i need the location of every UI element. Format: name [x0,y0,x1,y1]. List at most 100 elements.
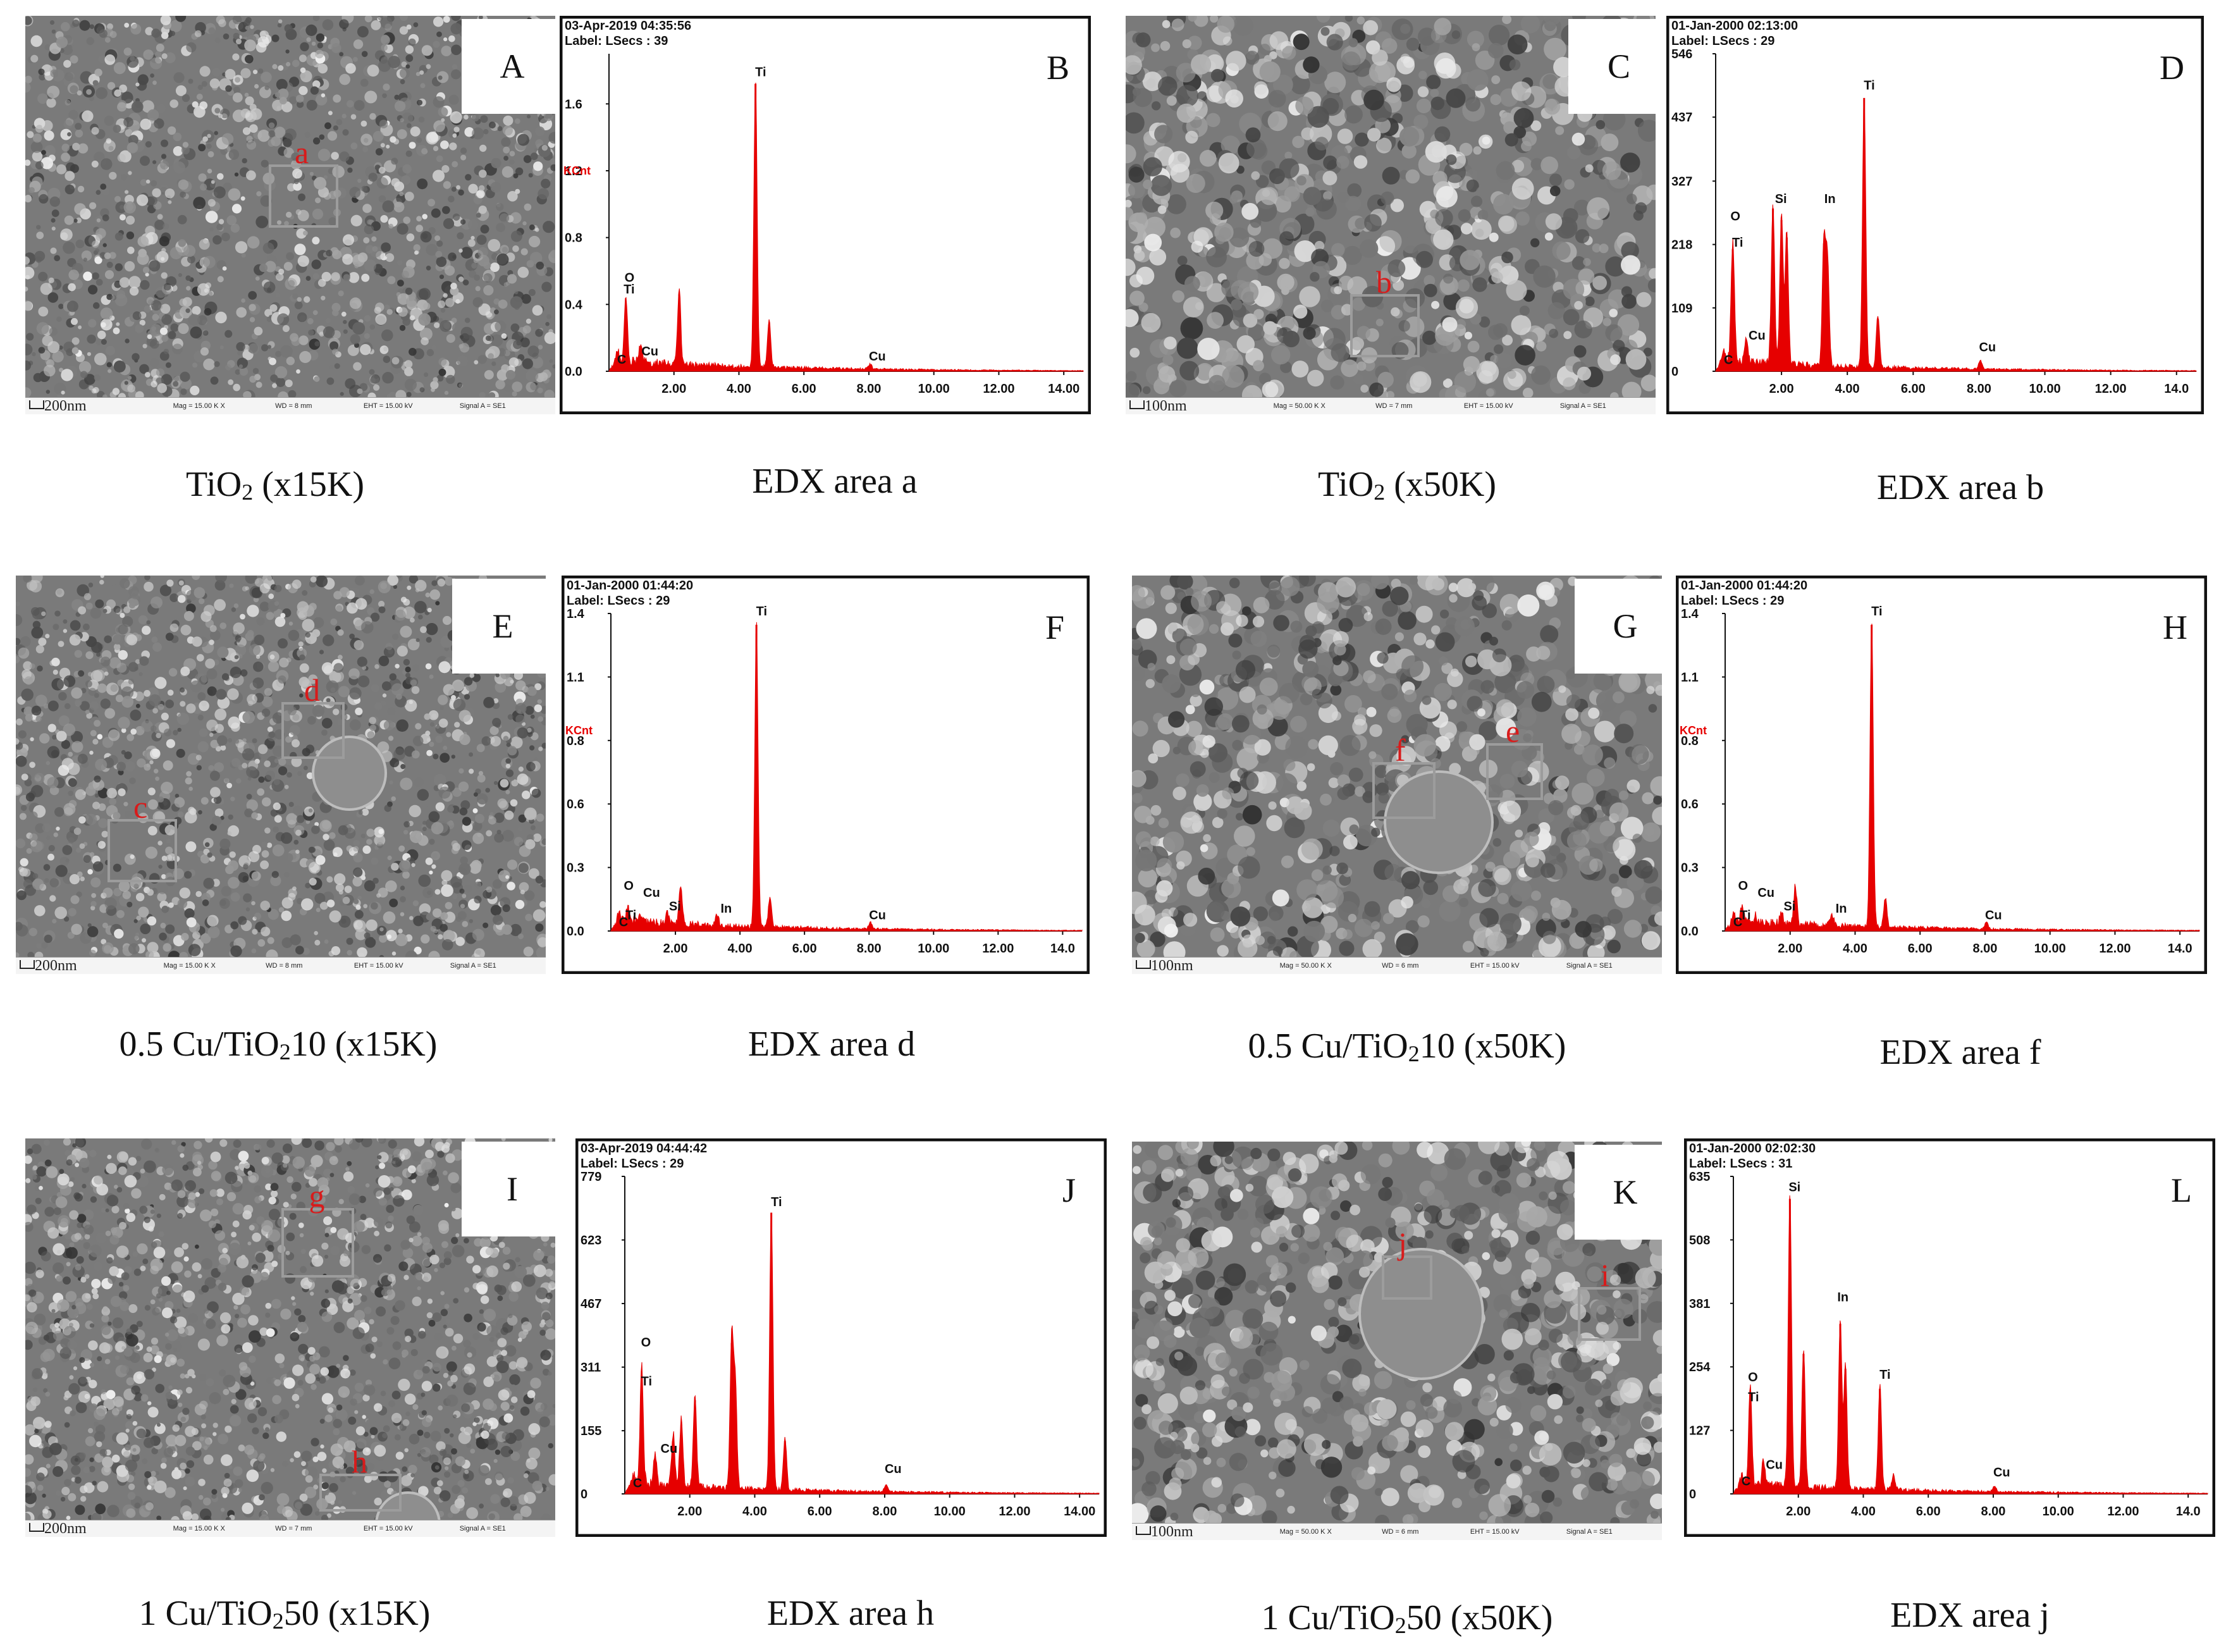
peak-label: O [1730,210,1740,224]
sem-info-bar: 100nm Mag = 50.00 K X WD = 7 mm EHT = 15.00… [1126,397,1656,414]
sem-meta: Signal A = SE1 [459,402,506,410]
sem-meta: EHT = 15.00 kV [1470,1528,1520,1536]
caption-text: 50 (x15K) [283,1594,431,1633]
y-tick-label: 311 [581,1361,601,1375]
sem-meta: Mag = 50.00 K X [1279,962,1332,970]
edx-chart-b: 03-Apr-2019 04:35:56 Label: LSecs : 39 B 0.… [560,16,1091,414]
x-tick-label: 10.00 [2043,1505,2074,1519]
caption-text: 10 (x15K) [290,1025,438,1064]
x-tick-label: 12.00 [2107,1505,2139,1519]
peak-label: Ti [1879,1368,1890,1382]
x-tick-label: 4.00 [728,942,753,956]
spectrum-area [1733,1195,2208,1495]
caption: EDX area a [752,461,917,502]
peak-label: Cu [1749,329,1766,343]
sem-meta: Signal A = SE1 [459,1525,506,1532]
sem-meta: Mag = 50.00 K X [1279,1528,1332,1536]
x-tick-label: 8.00 [1972,942,1997,956]
caption-text: 10 (x50K) [1419,1026,1566,1066]
roi-box [1578,1287,1641,1341]
panel-letter: B [1047,49,1069,87]
edx-chart-j: 03-Apr-2019 04:44:42 Label: LSecs : 29 J 0 1… [575,1138,1107,1537]
edx-frame [1676,576,2207,974]
peak-label: Cu [1985,909,2002,923]
spectrum-area [1715,98,2197,372]
caption-text: 0.5 Cu/TiO [1248,1026,1408,1066]
peak-label: Cu [641,345,658,359]
caption: EDX area f [1880,1032,2041,1073]
peak-label: Si [1783,899,1795,913]
edx-frame [575,1138,1107,1537]
y-tick-label: 0.6 [567,798,584,811]
x-tick-label: 12.00 [982,942,1014,956]
y-tick-label: 623 [581,1234,601,1248]
x-tick-label: 2.00 [1786,1505,1811,1519]
y-tick-label: 0.0 [1681,925,1699,939]
edx-label-line: Label: LSecs : 39 [565,34,668,48]
caption: EDX area j [1890,1595,2050,1636]
edx-timestamp: 01-Jan-2000 02:02:30 [1689,1142,1816,1156]
y-tick-label: 0.3 [1681,861,1699,875]
scale-bar: 100nm [1132,1524,1258,1541]
panel-letter: E [452,579,546,674]
caption-text: EDX area b [1876,468,2045,507]
peak-label: O [1748,1371,1758,1384]
peak-label: Ti [771,1195,782,1209]
roi-label: a [295,135,309,170]
peak-label: Ti [624,283,634,297]
sem-info-bar: 100nm Mag = 50.00 K X WD = 6 mm EHT = 15.00… [1132,1523,1662,1540]
peak-label: O [625,271,635,285]
scale-bar: 200nm [25,398,152,415]
caption: EDX area b [1877,467,2044,508]
sem-meta: EHT = 15.00 kV [354,962,403,970]
peak-label: Ti [755,66,766,80]
caption: 0.5 Cu/TiO210 (x50K) [1248,1026,1566,1067]
y-tick-label: 508 [1689,1233,1710,1247]
caption-text: 1 Cu/TiO [138,1594,273,1633]
y-tick-label: 0 [1689,1488,1696,1501]
edx-timestamp: 01-Jan-2000 02:13:00 [1671,19,1798,33]
sem-meta: Mag = 15.00 K X [163,962,216,970]
particle [1384,770,1494,874]
peak-label: Si [669,899,681,913]
caption-text: EDX area j [1890,1596,2050,1635]
x-tick-label: 4.00 [742,1505,767,1519]
peak-label: C [633,1477,642,1491]
roi-box [1486,743,1543,800]
peak-label: In [1837,1291,1848,1305]
particle [1358,1248,1484,1380]
sem-texture [16,576,546,958]
sem-meta: EHT = 15.00 kV [1463,402,1513,410]
y-tick-label: 779 [581,1170,601,1184]
spectrum-area [608,82,1084,372]
x-tick-label: 6.00 [792,382,816,396]
roi-box [1350,294,1420,357]
peak-label: Cu [869,350,886,364]
sem-texture [1126,16,1656,398]
caption-subscript: 2 [1408,1041,1420,1066]
y-tick-label: 1.2 [565,164,582,178]
roi-label: f [1395,732,1406,768]
sem-texture [1132,576,1662,958]
x-tick-label: 10.00 [918,382,950,396]
edx-timestamp: 03-Apr-2019 04:44:42 [581,1142,707,1156]
panel-letter: H [2163,608,2187,646]
y-tick-label: 0.3 [567,861,584,875]
y-tick-label: 0 [1671,365,1678,379]
y-tick-label: 109 [1671,302,1692,316]
roi-box [108,819,177,882]
edx-chart-f: 01-Jan-2000 01:44:20 Label: LSecs : 29 F 0.… [562,576,1090,974]
roi-box [319,1474,402,1512]
sem-info-bar: 100nm Mag = 50.00 K X WD = 6 mm EHT = 15.00… [1132,957,1662,974]
sem-meta: Signal A = SE1 [1566,1528,1613,1536]
x-tick-label: 14.0 [2164,382,2189,396]
particle [312,736,387,811]
y-axis-label: KCnt [565,724,593,737]
scale-bar: 200nm [25,1520,152,1538]
caption-text: 50 (x50K) [1406,1598,1553,1637]
peak-label: Si [1775,192,1787,206]
x-tick-label: 12.00 [2095,382,2127,396]
